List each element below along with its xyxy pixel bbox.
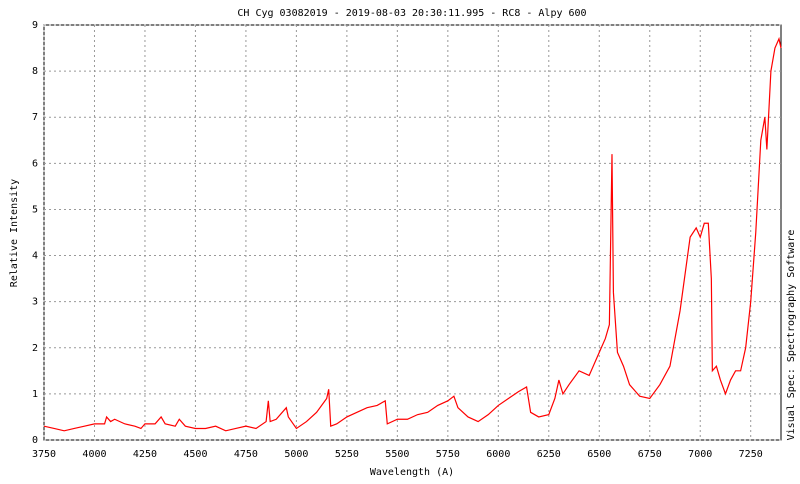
y-tick-label: 8 (32, 66, 38, 77)
x-tick-label: 6500 (587, 449, 611, 460)
x-tick-label: 4250 (133, 449, 157, 460)
x-axis-label: Wavelength (A) (370, 467, 454, 478)
y-tick-label: 0 (32, 435, 38, 446)
x-tick-label: 5000 (284, 449, 308, 460)
y-tick-label: 5 (32, 204, 38, 215)
x-tick-label: 6750 (638, 449, 662, 460)
x-tick-label: 7250 (739, 449, 763, 460)
x-tick-label: 4000 (82, 449, 106, 460)
x-tick-label: 5250 (335, 449, 359, 460)
y-axis-label: Relative Intensity (9, 179, 20, 287)
x-tick-label: 6000 (486, 449, 510, 460)
chart-title: CH Cyg 03082019 - 2019-08-03 20:30:11.99… (237, 8, 586, 19)
x-tick-label: 3750 (32, 449, 56, 460)
x-tick-label: 4750 (234, 449, 258, 460)
x-tick-label: 5500 (385, 449, 409, 460)
y-tick-label: 2 (32, 343, 38, 354)
spectrum-line (43, 36, 782, 432)
y-tick-label: 1 (32, 389, 38, 400)
x-tick-label: 4500 (183, 449, 207, 460)
x-tick-label: 6250 (537, 449, 561, 460)
x-tick-label: 7000 (688, 449, 712, 460)
y-tick-label: 6 (32, 158, 38, 169)
plot-frame (43, 24, 782, 441)
y-tick-label: 7 (32, 112, 38, 123)
x-tick-label: 5750 (436, 449, 460, 460)
y-tick-label: 4 (32, 251, 38, 262)
y-tick-label: 3 (32, 297, 38, 308)
y-tick-label: 9 (32, 20, 38, 31)
side-label: Visual Spec: Spectrography Software (786, 230, 797, 441)
